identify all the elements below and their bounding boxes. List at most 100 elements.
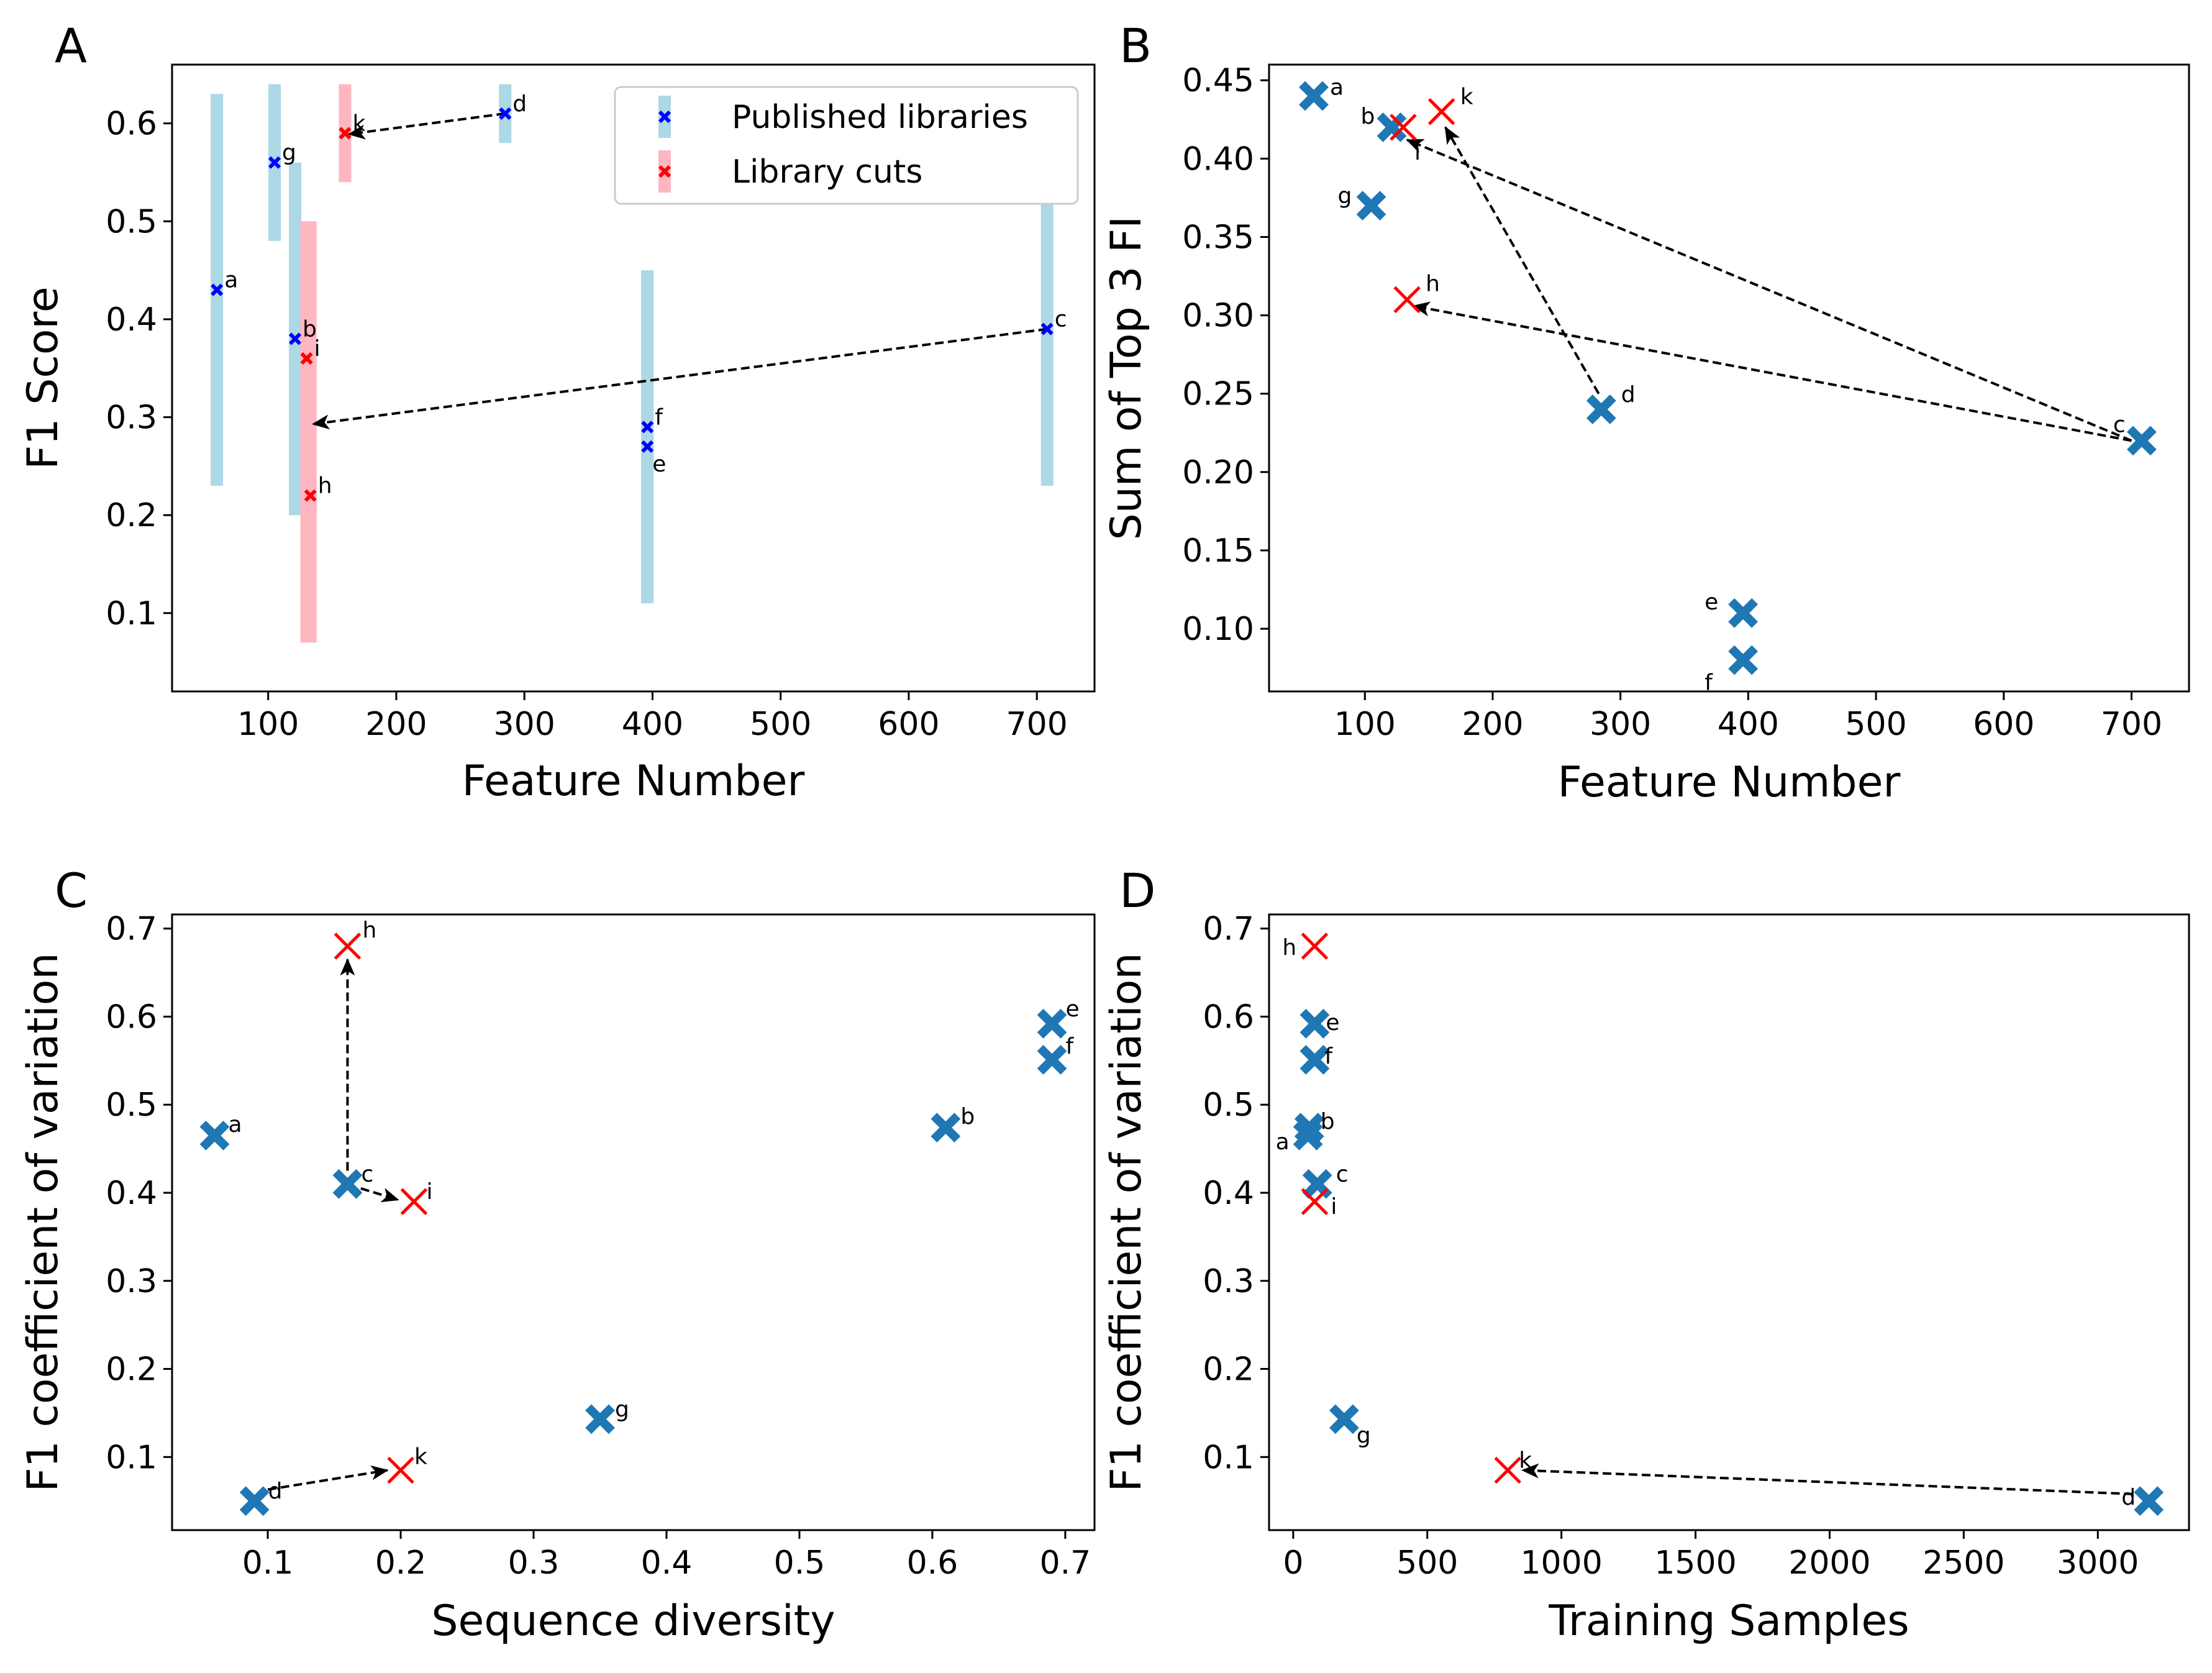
x-tick-label: 300 xyxy=(494,706,555,743)
y-tick-label: 0.15 xyxy=(1182,532,1254,570)
dashed-arrow xyxy=(1406,139,2132,442)
x-tick-label: 2500 xyxy=(1923,1544,2005,1582)
point-marker-d xyxy=(2134,1486,2164,1516)
y-tick-label: 0.5 xyxy=(106,203,157,240)
y-tick-label: 0.25 xyxy=(1182,376,1254,413)
y-tick-label: 0.4 xyxy=(106,1175,157,1212)
dashed-arrow xyxy=(1444,126,1600,394)
y-tick-label: 0.5 xyxy=(106,1087,157,1124)
point-label: k xyxy=(1519,1448,1532,1474)
y-axis-title: Sum of Top 3 FI xyxy=(1102,216,1151,540)
y-tick-label: 0.1 xyxy=(106,595,157,632)
point-label: h xyxy=(1282,935,1296,960)
x-tick-label: 500 xyxy=(1845,706,1906,743)
legend-label: Library cuts xyxy=(732,153,922,191)
y-tick-label: 0.4 xyxy=(106,301,157,339)
x-tick-label: 0.2 xyxy=(375,1544,427,1582)
y-tick-label: 0.40 xyxy=(1182,140,1254,178)
point-marker-i xyxy=(1390,114,1417,141)
x-tick-label: 0.4 xyxy=(641,1544,693,1582)
x-axis-title: Sequence diversity xyxy=(431,1597,835,1646)
x-tick-label: 500 xyxy=(1396,1544,1458,1582)
x-tick-label: 300 xyxy=(1590,706,1651,743)
plot-frame xyxy=(1268,913,2190,1531)
point-marker-a xyxy=(211,283,224,296)
x-tick-label: 0.7 xyxy=(1040,1544,1091,1582)
point-label: h xyxy=(1426,271,1440,296)
legend-box xyxy=(614,86,1079,205)
point-label: i xyxy=(314,336,321,362)
panel-d: D 0 500 1000 1500 2000 2500 3000 0.1 0.2 0.3 0.4 0.5… xyxy=(1102,863,2190,1646)
point-label: e xyxy=(1326,1010,1339,1036)
point-marker-k xyxy=(387,1456,414,1484)
y-tick-label: 0.6 xyxy=(106,106,157,143)
legend-marker-cut xyxy=(658,165,671,178)
y-tick-label: 0.2 xyxy=(106,497,157,534)
point-label: g xyxy=(1338,183,1352,209)
x-axis-title: Training Samples xyxy=(1548,1597,1909,1646)
x-tick-label: 500 xyxy=(750,706,811,743)
point-label: d xyxy=(512,91,527,117)
y-tick-label: 0.4 xyxy=(1203,1175,1254,1212)
point-marker-e xyxy=(1299,1008,1330,1039)
point-label: f xyxy=(655,404,663,430)
x-tick-label: 1000 xyxy=(1520,1544,1602,1582)
point-label: a xyxy=(224,268,238,293)
x-tick-label: 200 xyxy=(365,706,427,743)
y-tick-label: 0.6 xyxy=(106,998,157,1036)
point-label: f xyxy=(1066,1034,1075,1059)
point-marker-c xyxy=(1040,322,1054,335)
point-marker-c xyxy=(1302,1169,1332,1199)
y-tick-label: 0.2 xyxy=(1203,1351,1254,1388)
legend-marker-published xyxy=(658,110,671,124)
plot-frame xyxy=(1268,63,2190,693)
point-label: k xyxy=(1460,84,1473,110)
point-label: e xyxy=(652,452,666,477)
y-axis-title: F1 coefficient of variation xyxy=(1102,953,1151,1492)
point-label: b xyxy=(960,1104,975,1129)
panel-letter: C xyxy=(55,863,88,918)
y-tick-label: 0.10 xyxy=(1182,611,1254,648)
x-tick-label: 600 xyxy=(878,706,939,743)
x-tick-label: 200 xyxy=(1462,706,1523,743)
point-label: k xyxy=(352,111,365,136)
point-label: f xyxy=(1705,670,1713,696)
point-marker-c xyxy=(332,1169,363,1199)
point-label: g xyxy=(1357,1423,1371,1448)
y-tick-label: 0.30 xyxy=(1182,298,1254,335)
point-marker-b xyxy=(931,1113,961,1142)
point-label: i xyxy=(426,1179,432,1205)
y-tick-label: 0.7 xyxy=(1203,911,1254,948)
y-tick-label: 0.1 xyxy=(1203,1439,1254,1476)
y-tick-label: 0.1 xyxy=(106,1439,157,1476)
point-marker-d xyxy=(499,107,512,120)
point-marker-h xyxy=(1301,932,1329,960)
point-marker-k xyxy=(1494,1456,1522,1484)
point-label: h xyxy=(362,918,376,943)
x-tick-label: 400 xyxy=(1718,706,1779,743)
y-tick-label: 0.3 xyxy=(106,1263,157,1300)
point-label: h xyxy=(318,473,332,499)
x-tick-label: 0.5 xyxy=(774,1544,826,1582)
panel-letter: B xyxy=(1119,18,1152,73)
point-label: g xyxy=(282,140,296,166)
point-label: e xyxy=(1066,996,1080,1022)
point-label: d xyxy=(2121,1485,2136,1510)
point-label: b xyxy=(1360,104,1375,129)
point-marker-i xyxy=(300,352,313,365)
point-label: i xyxy=(1414,140,1421,165)
point-marker-g xyxy=(585,1404,615,1434)
y-tick-label: 0.6 xyxy=(1203,998,1254,1036)
point-label: d xyxy=(268,1479,283,1504)
point-marker-h xyxy=(304,489,317,502)
point-marker-g xyxy=(1329,1404,1359,1434)
dashed-arrow xyxy=(347,112,506,140)
dashed-arrow xyxy=(311,327,1047,430)
point-label: f xyxy=(1324,1044,1333,1069)
dashed-arrow xyxy=(267,1465,389,1491)
point-label: k xyxy=(414,1444,427,1470)
point-label: e xyxy=(1705,590,1718,615)
x-tick-label: 1500 xyxy=(1654,1544,1736,1582)
x-tick-label: 700 xyxy=(1006,706,1068,743)
